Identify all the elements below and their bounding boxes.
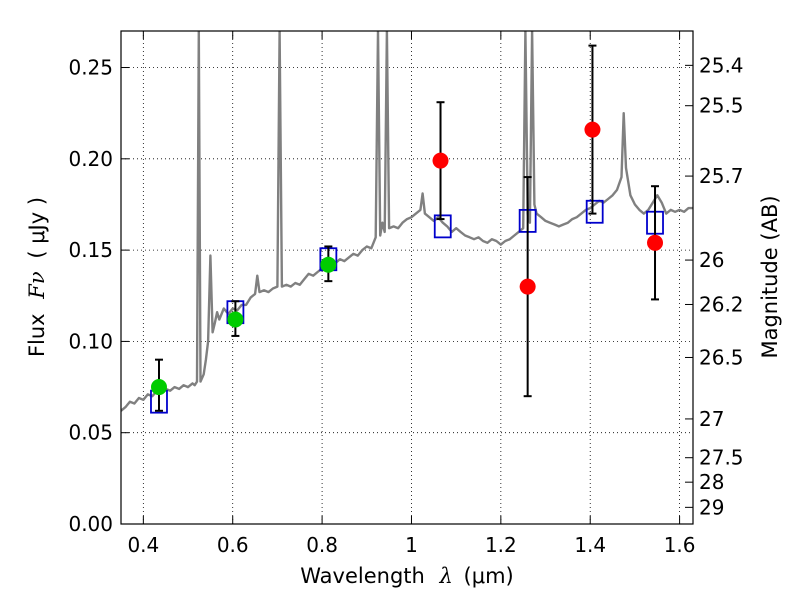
y-axis-title: Flux Fν ( μJy )	[25, 197, 49, 357]
y2-tick-label: 28	[699, 470, 724, 494]
x-axis-title-unit: (μm)	[464, 564, 514, 588]
y-tick-label: 0.10	[68, 329, 113, 353]
y2-tick-label: 27.5	[699, 446, 744, 470]
x-tick-label: 1.4	[574, 533, 606, 557]
y-tick-label: 0.05	[68, 421, 113, 445]
x-axis-title-symbol: λ	[439, 564, 453, 588]
y2-tick-label: 25.7	[699, 164, 744, 188]
y2-tick-label: 26.2	[699, 292, 744, 316]
data-point	[227, 311, 244, 328]
x-axis-title: Wavelength λ (μm)	[300, 564, 513, 588]
axis-ticks: 0.4 0.6 0.8 1 1.2 1.4 1.6 0.00 0.05 0.10 0.15 0.20 0…	[68, 31, 744, 557]
data-point	[647, 234, 664, 251]
plot-frame	[120, 30, 694, 525]
y2-tick-label: 25.5	[699, 94, 744, 118]
y-tick-label: 0.15	[68, 238, 113, 262]
y-axis-title-unit: ( μJy )	[25, 197, 49, 259]
y2-axis-title: Magnitude (AB)	[758, 195, 782, 358]
data-point	[519, 278, 536, 295]
y2-tick-label: 26.5	[699, 345, 744, 369]
model-band-square	[433, 214, 452, 239]
y2-tick-label: 25.4	[699, 53, 744, 77]
y-axis-title-symbol: Fν	[25, 271, 49, 300]
data-point	[432, 152, 449, 169]
data-point	[584, 121, 601, 138]
plot-area-background	[121, 31, 693, 524]
x-axis-title-prefix: Wavelength	[300, 564, 425, 588]
y-tick-label: 0.00	[68, 512, 113, 536]
y-axis-title-prefix: Flux	[25, 313, 49, 357]
x-tick-label: 0.4	[127, 533, 159, 557]
y2-tick-label: 26	[699, 248, 724, 272]
model-spectrum-line	[121, 31, 693, 412]
y2-tick-label: 29	[699, 495, 724, 519]
x-tick-label: 1	[405, 533, 418, 557]
data-point	[150, 379, 167, 396]
data-markers	[150, 44, 664, 414]
x-tick-label: 1.2	[485, 533, 517, 557]
model-band-square	[585, 199, 604, 224]
x-tick-label: 0.8	[306, 533, 338, 557]
y-tick-label: 0.20	[68, 147, 113, 171]
x-tick-label: 1.6	[664, 533, 696, 557]
data-point	[320, 256, 337, 273]
y2-tick-label: 27	[699, 407, 724, 431]
x-tick-label: 0.6	[217, 533, 249, 557]
y-tick-label: 0.25	[68, 56, 113, 80]
